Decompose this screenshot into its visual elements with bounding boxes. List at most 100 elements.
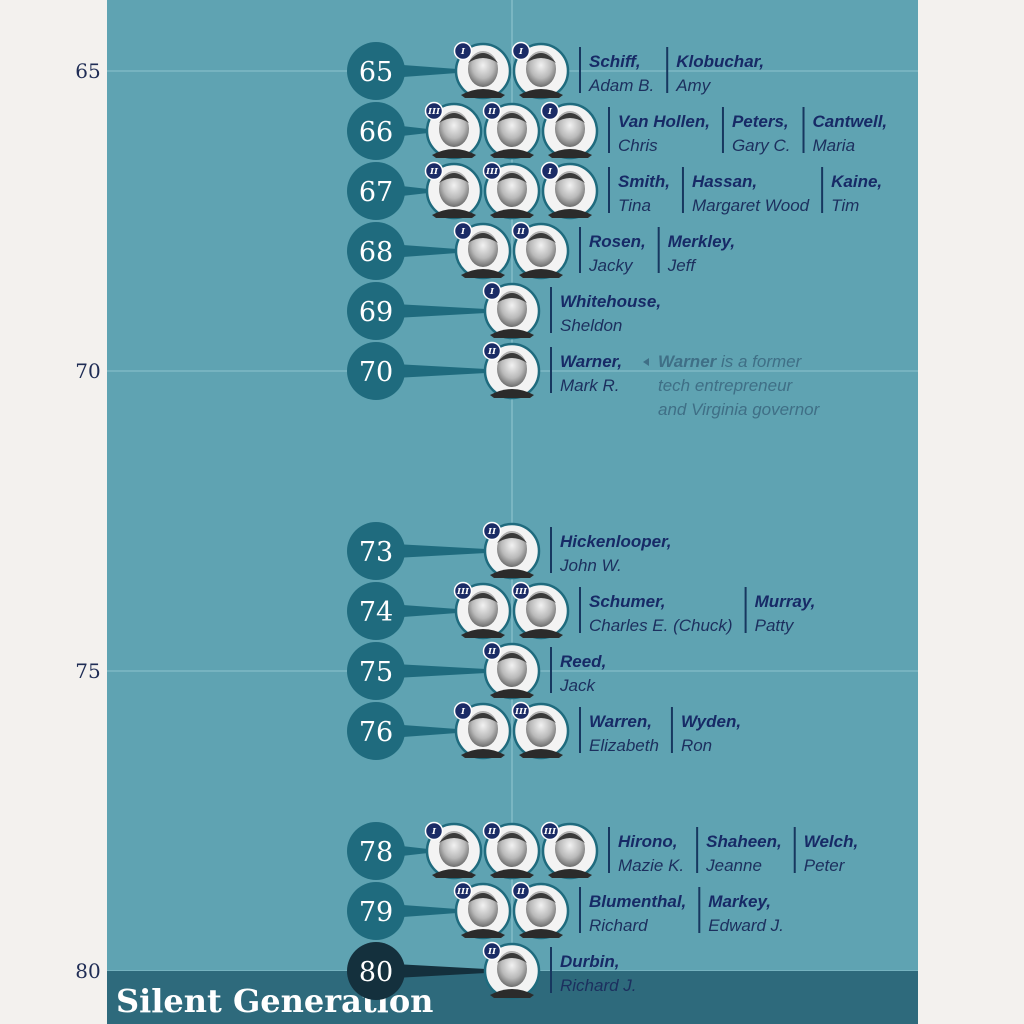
- name-divider: [821, 167, 824, 213]
- term-badge: III: [482, 161, 502, 181]
- senator-given-name: Maria: [813, 136, 856, 155]
- term-label: III: [456, 587, 470, 597]
- term-badge: I: [511, 41, 531, 61]
- term-label: III: [485, 167, 499, 177]
- term-label: III: [514, 707, 528, 717]
- age-bubble: [347, 702, 405, 760]
- name-divider: [579, 887, 581, 933]
- senator-surname: Schiff,: [589, 52, 641, 71]
- age-label: 68: [359, 237, 393, 268]
- senator-surname: Hirono,: [618, 832, 678, 851]
- senator-given-name: Sheldon: [560, 316, 622, 335]
- annotation-line-3: and Virginia governor: [658, 400, 821, 419]
- senator-surname: Reed,: [560, 652, 606, 671]
- term-label: II: [487, 827, 497, 837]
- age-label: 73: [359, 537, 393, 568]
- age-bubble: [347, 102, 405, 160]
- age-label: 75: [359, 657, 393, 688]
- senator-given-name: Gary C.: [732, 136, 791, 155]
- senator-given-name: Jeanne: [705, 856, 762, 875]
- senator-given-name: Richard J.: [560, 976, 637, 995]
- senator-given-name: Ron: [681, 736, 712, 755]
- age-bubble: [347, 522, 405, 580]
- senator-given-name: Charles E. (Chuck): [589, 616, 733, 635]
- age-bubble: [347, 222, 405, 280]
- term-label: I: [547, 107, 553, 117]
- term-label: I: [460, 227, 466, 237]
- age-label: 74: [359, 597, 393, 628]
- y-tick-label-70: 70: [75, 359, 100, 383]
- age-row-69: 69 I Whitehouse, Sheldon: [347, 281, 661, 340]
- name-divider: [802, 107, 805, 153]
- name-divider: [579, 47, 581, 93]
- age-label: 65: [359, 57, 393, 88]
- senator-surname: Kaine,: [831, 172, 882, 191]
- term-badge: III: [511, 581, 531, 601]
- senator-surname: Van Hollen,: [618, 112, 710, 131]
- term-label: II: [429, 167, 439, 177]
- senator-given-name: Chris: [618, 136, 658, 155]
- age-bubble: [347, 882, 405, 940]
- age-label: 70: [359, 357, 393, 388]
- name-divider: [666, 47, 669, 93]
- senator-surname: Hassan,: [692, 172, 757, 191]
- term-badge: I: [453, 221, 473, 241]
- name-divider: [579, 707, 581, 753]
- term-badge: II: [482, 821, 502, 841]
- senator-surname: Warner,: [560, 352, 622, 371]
- term-label: I: [431, 827, 437, 837]
- age-row-74: 74 III III Schumer, Charles E. (Chuck) Murray…: [347, 581, 815, 640]
- annotation-bold: Warner: [658, 352, 718, 371]
- senator-given-name: Jacky: [588, 256, 634, 275]
- name-divider: [608, 827, 610, 873]
- age-bubble: [347, 282, 405, 340]
- senator-given-name: Jeff: [667, 256, 698, 275]
- term-label: II: [487, 647, 497, 657]
- y-tick-label-80: 80: [75, 959, 100, 983]
- senator-given-name: Margaret Wood: [692, 196, 810, 215]
- name-divider: [670, 707, 673, 753]
- senator-surname: Merkley,: [668, 232, 735, 251]
- senator-given-name: Adam B.: [588, 76, 654, 95]
- senator-given-name: John W.: [559, 556, 622, 575]
- term-badge: III: [453, 881, 473, 901]
- name-divider: [550, 647, 552, 693]
- term-badge: II: [482, 521, 502, 541]
- name-divider: [550, 287, 552, 333]
- age-row-80: 80 II Durbin, Richard J.: [347, 941, 637, 1000]
- senator-given-name: Tim: [831, 196, 859, 215]
- term-badge: II: [482, 101, 502, 121]
- senator-given-name: Richard: [589, 916, 648, 935]
- senator-surname: Smith,: [618, 172, 670, 191]
- term-label: II: [487, 347, 497, 357]
- senator-photo: [454, 702, 512, 760]
- age-label: 67: [359, 177, 393, 208]
- term-badge: II: [511, 881, 531, 901]
- name-divider: [579, 587, 581, 633]
- name-divider: [744, 587, 747, 633]
- name-divider: [721, 107, 724, 153]
- term-label: I: [489, 287, 495, 297]
- age-label: 76: [359, 717, 393, 748]
- senator-surname: Klobuchar,: [676, 52, 764, 71]
- term-badge: III: [453, 581, 473, 601]
- name-divider: [550, 947, 552, 993]
- name-divider: [681, 167, 684, 213]
- term-label: III: [427, 107, 441, 117]
- senator-surname: Whitehouse,: [560, 292, 661, 311]
- name-divider: [579, 227, 581, 273]
- term-badge: I: [540, 101, 560, 121]
- senator-given-name: Jack: [559, 676, 596, 695]
- age-bubble: [347, 162, 405, 220]
- name-divider: [550, 347, 552, 393]
- senator-given-name: Elizabeth: [589, 736, 659, 755]
- term-label: II: [487, 947, 497, 957]
- senator-given-name: Peter: [804, 856, 846, 875]
- senator-given-name: Amy: [675, 76, 712, 95]
- term-badge: I: [482, 281, 502, 301]
- term-badge: II: [482, 341, 502, 361]
